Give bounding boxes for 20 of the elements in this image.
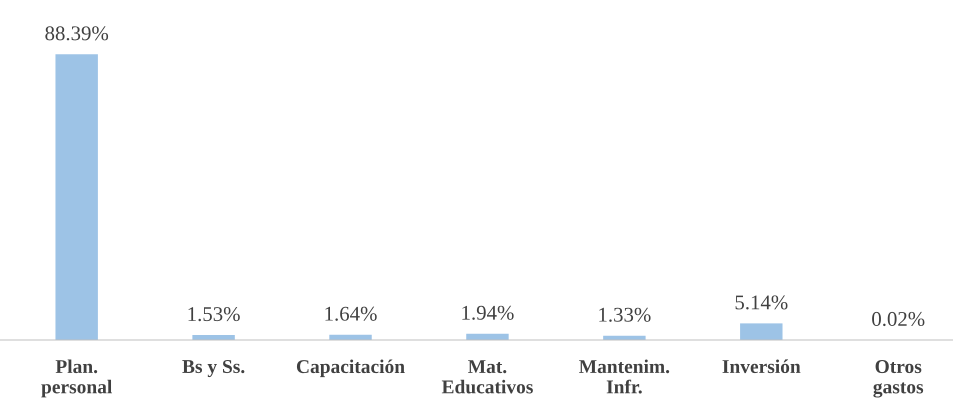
x-tick-label: Capacitación <box>296 359 405 378</box>
data-label: 0.02% <box>872 312 924 326</box>
bar <box>329 334 372 340</box>
x-tick-label: Inversión <box>722 359 800 374</box>
data-label: 1.53% <box>188 307 240 322</box>
data-label: 88.39% <box>45 26 108 40</box>
x-tick-label: Mat. Educativos <box>442 360 533 394</box>
bar <box>603 336 646 340</box>
data-label: 1.64% <box>325 306 377 321</box>
bar <box>466 334 509 340</box>
x-tick-label: Otros gastos <box>873 360 924 398</box>
data-label: 1.33% <box>599 308 651 322</box>
x-tick-label: Plan. personal <box>41 359 112 398</box>
bar <box>192 335 235 340</box>
bar <box>740 323 783 340</box>
x-tick-label: Mantenim. Infr. <box>579 359 670 394</box>
data-label: 5.14% <box>736 295 788 310</box>
bar <box>55 54 98 340</box>
data-label: 1.94% <box>462 306 514 320</box>
x-tick-label: Bs y Ss. <box>182 360 244 378</box>
